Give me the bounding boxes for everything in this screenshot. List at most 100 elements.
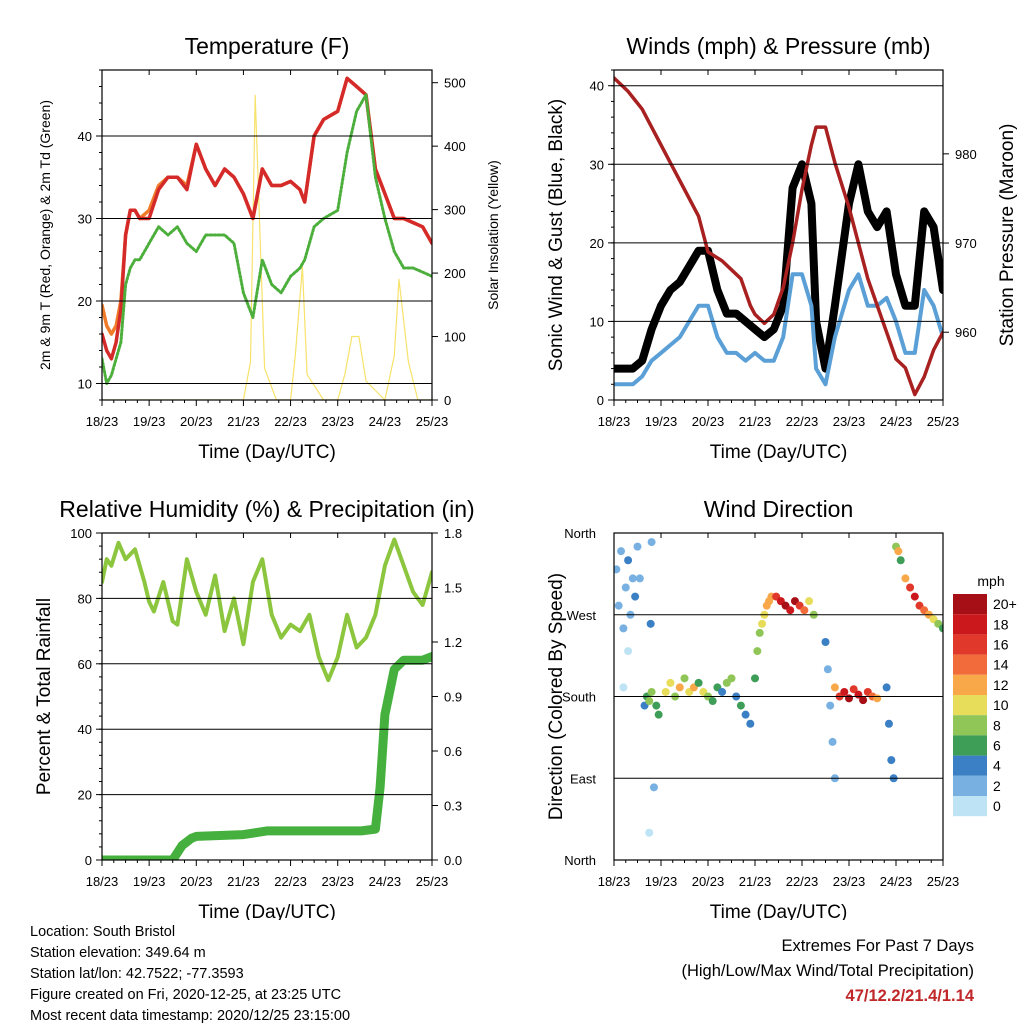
x-tick-label: 18/23 <box>598 874 631 889</box>
extremes-block: Extremes For Past 7 Days (High/Low/Max W… <box>681 934 974 1009</box>
y-axis-label: 2m & 9m T (Red, Orange) & 2m Td (Green) <box>37 100 53 370</box>
direction-point <box>840 687 849 696</box>
direction-point <box>786 606 795 615</box>
direction-point <box>631 592 640 601</box>
extremes-subtitle: (High/Low/Max Wind/Total Precipitation) <box>681 962 974 980</box>
direction-point <box>666 678 675 687</box>
y2-tick-label: 980 <box>955 147 977 162</box>
legend-label: 2 <box>993 778 1001 794</box>
x-axis-label: Time (Day/UTC) <box>198 902 336 920</box>
direction-point <box>645 697 654 706</box>
series-solar <box>102 94 432 400</box>
direction-point <box>859 696 868 705</box>
y-tick-label: North <box>564 853 596 868</box>
x-axis-label: Time (Day/UTC) <box>198 442 336 463</box>
direction-point <box>661 687 670 696</box>
direction-point <box>845 694 853 703</box>
direction-point <box>882 683 891 692</box>
direction-point <box>646 619 655 628</box>
y2-tick-label: 200 <box>444 266 466 281</box>
direction-point <box>633 542 642 551</box>
y2-tick-label: 960 <box>955 325 977 340</box>
y-tick-label: South <box>562 690 596 705</box>
legend-swatch <box>953 674 987 695</box>
direction-point <box>624 556 633 565</box>
direction-point <box>614 565 621 574</box>
legend-swatch <box>953 715 987 736</box>
direction-point <box>910 592 919 601</box>
direction-point <box>826 701 835 710</box>
y2-tick-label: 1.8 <box>444 526 462 541</box>
plot-area <box>102 537 432 860</box>
series-dewpoint <box>102 93 432 385</box>
plot-area <box>102 76 432 400</box>
direction-point <box>830 683 839 692</box>
y-tick-label: 40 <box>590 79 604 94</box>
x-tick-label: 24/23 <box>369 874 402 889</box>
legend-label: 16 <box>993 637 1009 653</box>
direction-point <box>894 547 903 556</box>
x-tick-label: 24/23 <box>880 874 913 889</box>
x-tick-label: 18/23 <box>598 414 631 429</box>
x-tick-label: 18/23 <box>86 414 119 429</box>
x-tick-label: 19/23 <box>645 414 678 429</box>
meteogram-figure: Temperature (F)1020304001002003004005001… <box>34 33 1018 920</box>
y-tick-label: 40 <box>78 129 92 144</box>
direction-point <box>873 694 882 703</box>
direction-point <box>628 574 637 583</box>
station-location: Location: South Bristol <box>30 924 176 940</box>
x-axis-label: Time (Day/UTC) <box>710 442 848 463</box>
direction-point <box>617 547 626 556</box>
y-tick-label: 20 <box>78 788 92 803</box>
direction-point <box>652 701 661 710</box>
direction-point <box>939 624 943 633</box>
direction-point <box>624 647 633 656</box>
plot-area <box>614 76 943 397</box>
plot-frame <box>101 69 433 401</box>
direction-point <box>887 756 896 765</box>
legend-label: 4 <box>993 758 1001 774</box>
chart-temperature: Temperature (F)1020304001002003004005001… <box>37 33 501 463</box>
y2-tick-label: 0.3 <box>444 799 462 814</box>
legend-label: 18 <box>993 616 1009 632</box>
legend-label: 14 <box>993 657 1009 673</box>
x-tick-label: 25/23 <box>927 414 960 429</box>
direction-point <box>746 719 755 728</box>
series-wind <box>614 272 943 387</box>
legend-label: 10 <box>993 697 1009 713</box>
legend-swatch <box>953 614 987 635</box>
legend-swatch <box>953 594 987 615</box>
y-tick-label: 0 <box>85 853 92 868</box>
direction-point <box>635 574 644 583</box>
y-tick-label: 20 <box>590 236 604 251</box>
plot-frame <box>613 69 944 401</box>
x-tick-label: 23/23 <box>833 874 866 889</box>
plot-area <box>614 538 943 837</box>
direction-point <box>758 619 767 628</box>
legend-label: 20+ <box>993 596 1017 612</box>
direction-point <box>805 597 814 606</box>
plot-frame <box>613 532 944 861</box>
y-tick-label: 40 <box>78 722 92 737</box>
chart-wind-direction: Wind DirectionNorthEastSouthWestNorth18/… <box>546 496 1017 920</box>
x-tick-label: 22/23 <box>274 414 307 429</box>
x-tick-label: 23/23 <box>321 874 354 889</box>
direction-point <box>751 674 759 683</box>
direction-point <box>755 628 764 637</box>
legend-swatch <box>953 775 987 796</box>
x-tick-label: 21/23 <box>227 874 260 889</box>
direction-point <box>647 538 656 547</box>
y2-tick-label: 0.9 <box>444 690 462 705</box>
direction-point <box>647 687 656 696</box>
y-tick-label: East <box>570 771 596 786</box>
series-precip <box>102 652 432 860</box>
y2-tick-label: 100 <box>444 330 466 345</box>
legend-swatch <box>953 654 987 675</box>
direction-point <box>619 624 628 633</box>
x-tick-label: 20/23 <box>692 874 725 889</box>
x-tick-label: 25/23 <box>927 874 960 889</box>
x-tick-label: 20/23 <box>692 414 725 429</box>
y2-tick-label: 0.0 <box>444 853 462 868</box>
x-tick-label: 21/23 <box>227 414 260 429</box>
x-tick-label: 23/23 <box>833 414 866 429</box>
